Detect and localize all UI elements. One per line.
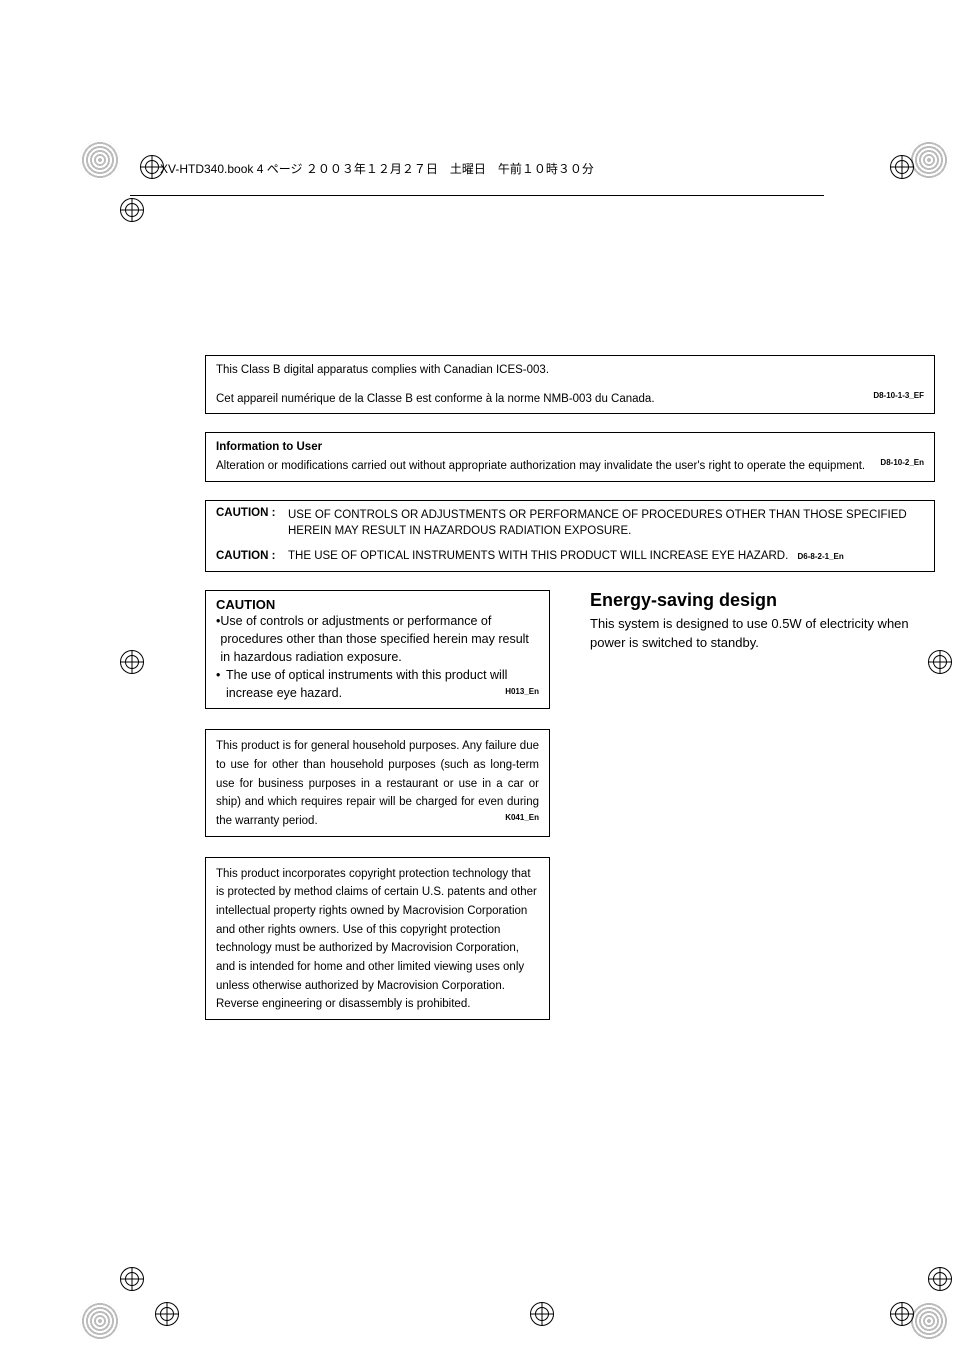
header-file-label: XV-HTD340.book 4 ページ ２００３年１２月２７日 土曜日 午前１… xyxy=(160,160,594,177)
crop-line-top xyxy=(130,195,824,198)
copyright-text: This product incorporates copyright prot… xyxy=(216,868,537,1011)
reg-mark-tr xyxy=(890,155,914,179)
left-column: CAUTION • Use of controls or adjustments… xyxy=(205,590,550,1038)
caution-narrow-ref: H013_En xyxy=(505,686,539,698)
compliance-box: This Class B digital apparatus complies … xyxy=(205,355,935,414)
compliance-line-en: This Class B digital apparatus complies … xyxy=(216,362,924,379)
caution-narrow-box: CAUTION • Use of controls or adjustments… xyxy=(205,590,550,710)
corner-pattern-bl xyxy=(80,1301,120,1341)
info-user-text: Alteration or modifications carried out … xyxy=(216,460,865,472)
reg-mark-bl2 xyxy=(155,1302,179,1326)
household-box: This product is for general household pu… xyxy=(205,729,550,836)
info-user-title: Information to User xyxy=(216,439,924,456)
compliance-line-fr: Cet appareil numérique de la Classe B es… xyxy=(216,393,655,405)
household-ref: K041_En xyxy=(505,813,539,822)
caution-bullet-1: Use of controls or adjustments or perfor… xyxy=(220,612,539,666)
compliance-ref: D8-10-1-3_EF xyxy=(873,391,924,400)
reg-mark-tl xyxy=(120,198,144,222)
info-user-box: Information to User Alteration or modifi… xyxy=(205,432,935,481)
reg-mark-br xyxy=(928,1267,952,1291)
content-area: This Class B digital apparatus complies … xyxy=(205,355,935,1038)
caution-text-1: USE OF CONTROLS OR ADJUSTMENTS OR PERFOR… xyxy=(288,507,924,540)
page: XV-HTD340.book 4 ページ ２００３年１２月２７日 土曜日 午前１… xyxy=(0,0,954,1351)
household-text: This product is for general household pu… xyxy=(216,740,539,827)
right-column: Energy-saving design This system is desi… xyxy=(590,590,935,1038)
caution-wide-box: CAUTION : USE OF CONTROLS OR ADJUSTMENTS… xyxy=(205,500,935,572)
reg-mark-bc xyxy=(530,1302,554,1326)
reg-mark-ml xyxy=(120,650,144,674)
corner-pattern-tr xyxy=(909,140,949,180)
caution-label-2: CAUTION : xyxy=(216,550,288,562)
caution-ref: D6-8-2-1_En xyxy=(798,552,844,561)
bullet-dot-2: • xyxy=(216,666,226,702)
caution-text-2: THE USE OF OPTICAL INSTRUMENTS WITH THIS… xyxy=(288,550,788,562)
copyright-box: This product incorporates copyright prot… xyxy=(205,857,550,1020)
energy-text: This system is designed to use 0.5W of e… xyxy=(590,615,935,653)
reg-mark-bl xyxy=(120,1267,144,1291)
corner-pattern-tl xyxy=(80,140,120,180)
corner-pattern-br xyxy=(909,1301,949,1341)
caution-label-1: CAUTION : xyxy=(216,507,288,540)
caution-bullet-2: The use of optical instruments with this… xyxy=(226,668,507,700)
energy-heading: Energy-saving design xyxy=(590,590,935,611)
info-user-ref: D8-10-2_En xyxy=(880,458,924,467)
reg-mark-br2 xyxy=(890,1302,914,1326)
two-column-row: CAUTION • Use of controls or adjustments… xyxy=(205,590,935,1038)
caution-narrow-title: CAUTION xyxy=(216,597,539,612)
